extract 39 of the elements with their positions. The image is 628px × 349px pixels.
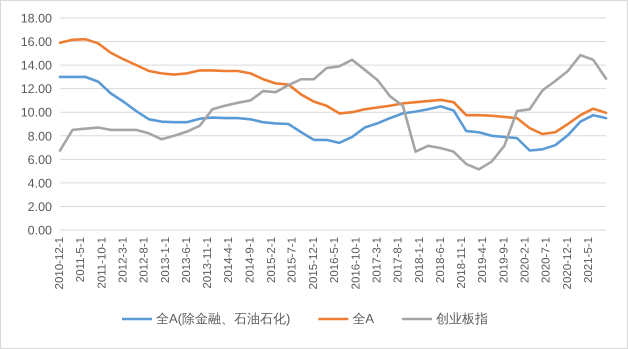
x-tick-label: 2010-12-1 <box>54 237 66 290</box>
y-tick-label: 2.00 <box>28 200 52 214</box>
legend-label: 创业板指 <box>436 311 488 326</box>
x-tick-label: 2020-2-1 <box>520 237 532 284</box>
x-tick-label: 2016-5-1 <box>329 237 342 284</box>
y-tick-label: 6.00 <box>28 152 52 167</box>
x-tick-label: 2019-4-1 <box>477 237 490 284</box>
x-tick-label: 2011-10-1 <box>96 237 108 289</box>
x-tick-label: 2013-1-1 <box>160 237 172 284</box>
x-tick-label: 2019-9-1 <box>498 237 510 284</box>
legend-label: 全A <box>352 311 374 326</box>
x-tick-label: 2020-7-1 <box>540 237 553 284</box>
x-tick-label: 2017-8-1 <box>392 237 405 284</box>
x-tick-label: 2018-6-1 <box>434 237 447 284</box>
x-tick-label: 2012-8-1 <box>138 237 151 284</box>
x-tick-label: 2012-3-1 <box>117 237 130 284</box>
legend-label: 全A(除金融、石油石化) <box>156 311 290 326</box>
y-tick-label: 10.00 <box>20 106 52 120</box>
x-tick-label: 2015-12-1 <box>308 237 320 290</box>
x-tick-label: 2021-5-1 <box>582 237 595 284</box>
y-tick-label: 14.00 <box>20 58 52 73</box>
y-tick-label: 18.00 <box>20 12 52 26</box>
x-tick-label: 2015-7-1 <box>286 237 299 284</box>
y-tick-label: 4.00 <box>28 176 52 190</box>
x-tick-label: 2013-6-1 <box>180 237 193 284</box>
x-tick-label: 2020-12-1 <box>562 237 574 290</box>
x-tick-label: 2017-3-1 <box>371 237 384 284</box>
x-tick-label: 2018-11-1 <box>456 237 468 289</box>
y-tick-label: 12.00 <box>20 82 52 96</box>
x-tick-label: 2015-2-1 <box>266 237 278 284</box>
y-tick-label: 8.00 <box>28 129 52 144</box>
x-tick-label: 2014-9-1 <box>244 237 256 284</box>
y-tick-label: 16.00 <box>20 35 52 50</box>
x-tick-label: 2011-5-1 <box>74 237 87 282</box>
y-tick-label: 0.00 <box>28 224 52 238</box>
x-tick-label: 2018-1-1 <box>414 237 426 284</box>
x-tick-label: 2016-10-1 <box>350 237 362 290</box>
x-tick-label: 2013-11-1 <box>202 237 214 289</box>
x-tick-label: 2014-4-1 <box>223 237 236 284</box>
